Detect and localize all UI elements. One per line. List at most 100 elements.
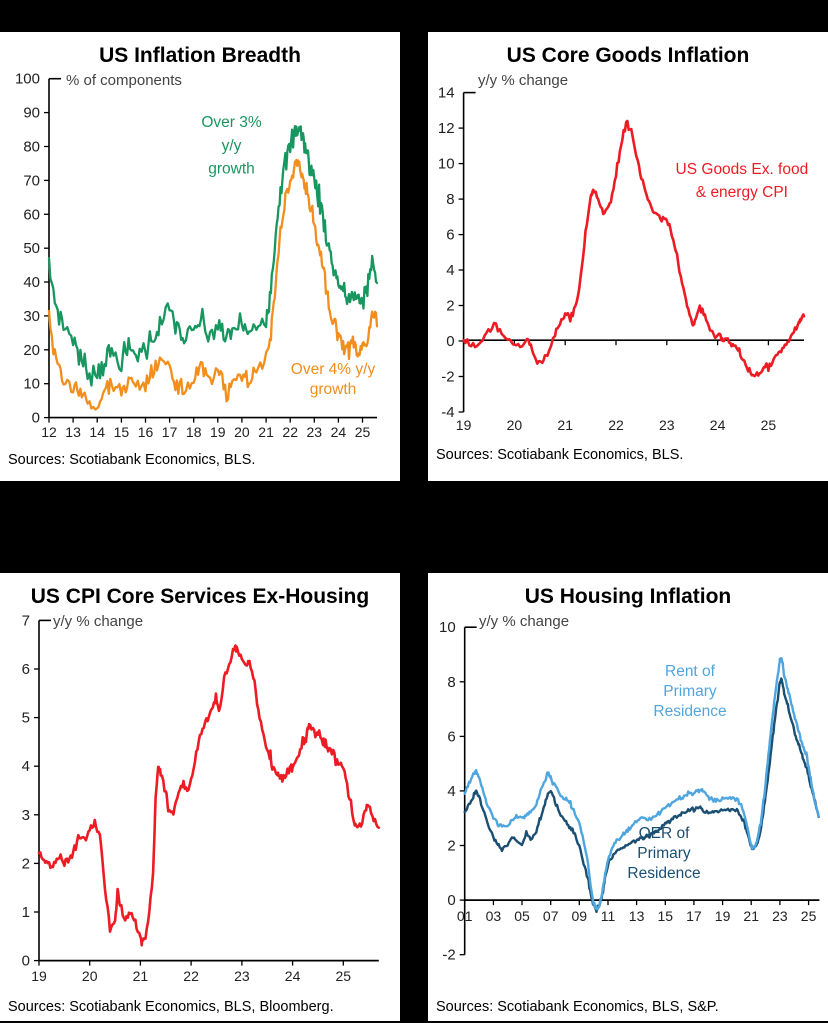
svg-text:3: 3	[22, 807, 30, 824]
svg-text:80: 80	[23, 139, 40, 156]
svg-text:14: 14	[438, 85, 455, 102]
svg-text:2: 2	[22, 855, 30, 872]
svg-text:6: 6	[447, 728, 455, 745]
svg-text:23: 23	[234, 968, 250, 984]
svg-text:Sources: Scotiabank Economics,: Sources: Scotiabank Economics, BLS, S&P.	[436, 999, 719, 1015]
svg-text:17: 17	[162, 424, 178, 440]
svg-text:growth: growth	[310, 381, 357, 398]
svg-text:2: 2	[446, 298, 454, 315]
svg-text:19: 19	[456, 417, 472, 433]
svg-text:01: 01	[457, 908, 473, 924]
svg-text:22: 22	[608, 417, 624, 433]
svg-text:20: 20	[23, 342, 40, 359]
svg-text:30: 30	[23, 308, 40, 325]
svg-text:& energy CPI: & energy CPI	[696, 184, 788, 201]
svg-text:19: 19	[210, 424, 226, 440]
svg-text:Over 3%: Over 3%	[201, 114, 262, 131]
svg-text:23: 23	[659, 417, 675, 433]
svg-text:US Housing Inflation: US Housing Inflation	[525, 585, 731, 608]
svg-text:05: 05	[514, 908, 530, 924]
svg-text:Primary: Primary	[663, 683, 717, 700]
svg-text:0: 0	[32, 410, 40, 427]
svg-text:25: 25	[761, 417, 777, 433]
svg-text:15: 15	[114, 424, 130, 440]
svg-text:100: 100	[15, 71, 40, 88]
svg-text:21: 21	[258, 424, 274, 440]
svg-text:4: 4	[22, 758, 30, 775]
svg-text:25: 25	[355, 424, 371, 440]
svg-text:6: 6	[446, 227, 454, 244]
svg-text:50: 50	[23, 240, 40, 257]
svg-text:0: 0	[22, 953, 30, 970]
svg-text:y/y % change: y/y % change	[479, 613, 569, 630]
svg-text:12: 12	[438, 120, 455, 137]
svg-text:24: 24	[710, 417, 726, 433]
svg-text:y/y: y/y	[222, 138, 242, 155]
svg-text:25: 25	[801, 908, 817, 924]
svg-text:4: 4	[446, 262, 454, 279]
svg-text:18: 18	[186, 424, 202, 440]
svg-text:4: 4	[447, 783, 455, 800]
svg-text:Primary: Primary	[637, 845, 691, 862]
svg-text:23: 23	[772, 908, 788, 924]
svg-text:21: 21	[557, 417, 573, 433]
svg-text:US Goods Ex. food: US Goods Ex. food	[676, 161, 809, 178]
svg-text:22: 22	[282, 424, 298, 440]
svg-text:Residence: Residence	[627, 865, 700, 882]
svg-text:1: 1	[22, 904, 30, 921]
svg-text:70: 70	[23, 172, 40, 189]
svg-text:16: 16	[138, 424, 154, 440]
svg-text:13: 13	[629, 908, 645, 924]
svg-text:20: 20	[234, 424, 250, 440]
svg-text:7: 7	[22, 612, 30, 629]
svg-text:21: 21	[743, 908, 759, 924]
svg-text:20: 20	[507, 417, 523, 433]
svg-text:24: 24	[285, 968, 301, 984]
svg-text:Residence: Residence	[653, 703, 726, 720]
svg-text:8: 8	[446, 191, 454, 208]
svg-text:03: 03	[486, 908, 502, 924]
svg-text:-4: -4	[441, 404, 454, 421]
svg-text:22: 22	[183, 968, 199, 984]
svg-text:12: 12	[41, 424, 57, 440]
svg-text:19: 19	[715, 908, 731, 924]
svg-text:-2: -2	[441, 369, 454, 386]
svg-text:10: 10	[438, 156, 455, 173]
svg-text:-2: -2	[442, 947, 455, 964]
svg-text:Over 4% y/y: Over 4% y/y	[291, 361, 376, 378]
svg-text:23: 23	[307, 424, 323, 440]
svg-text:y/y % change: y/y % change	[478, 72, 568, 89]
svg-text:40: 40	[23, 274, 40, 291]
svg-text:y/y % change: y/y % change	[53, 613, 143, 630]
svg-text:5: 5	[22, 710, 30, 727]
svg-text:0: 0	[446, 333, 454, 350]
svg-text:20: 20	[82, 968, 98, 984]
svg-text:6: 6	[22, 661, 30, 678]
svg-text:0: 0	[447, 892, 455, 909]
svg-text:% of components: % of components	[66, 72, 182, 89]
svg-text:US Inflation Breadth: US Inflation Breadth	[99, 44, 301, 67]
svg-text:Sources: Scotiabank Economics,: Sources: Scotiabank Economics, BLS, Bloo…	[8, 999, 334, 1015]
svg-text:10: 10	[439, 619, 456, 636]
svg-text:11: 11	[601, 908, 616, 924]
svg-text:2: 2	[447, 838, 455, 855]
svg-text:Sources: Scotiabank Economics,: Sources: Scotiabank Economics, BLS.	[8, 452, 255, 468]
svg-text:US Core Goods Inflation: US Core Goods Inflation	[507, 44, 750, 67]
svg-text:10: 10	[23, 376, 40, 393]
svg-text:19: 19	[31, 968, 47, 984]
svg-text:60: 60	[23, 206, 40, 223]
svg-text:8: 8	[447, 674, 455, 691]
svg-text:21: 21	[133, 968, 149, 984]
svg-text:24: 24	[331, 424, 347, 440]
svg-text:14: 14	[89, 424, 105, 440]
svg-text:Sources: Scotiabank Economics,: Sources: Scotiabank Economics, BLS.	[436, 447, 683, 463]
svg-text:07: 07	[543, 908, 559, 924]
svg-text:15: 15	[658, 908, 674, 924]
svg-text:Rent of: Rent of	[665, 663, 716, 680]
svg-text:25: 25	[336, 968, 352, 984]
svg-text:OER of: OER of	[639, 825, 691, 842]
svg-text:US CPI Core Services Ex-Housin: US CPI Core Services Ex-Housing	[31, 585, 369, 608]
svg-text:13: 13	[65, 424, 81, 440]
svg-text:09: 09	[572, 908, 588, 924]
svg-text:90: 90	[23, 105, 40, 122]
